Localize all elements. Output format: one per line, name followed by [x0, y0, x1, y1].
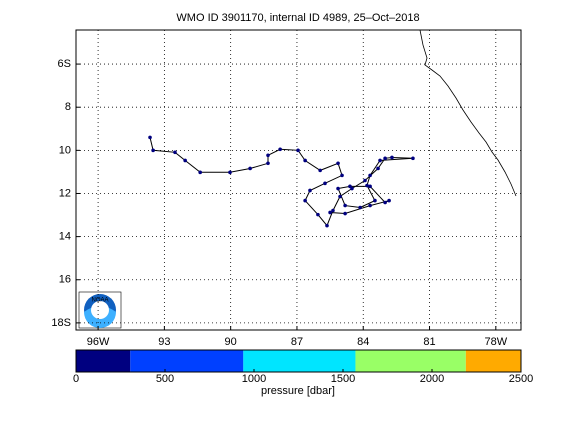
colorbar-tick-label: 1000: [242, 373, 266, 385]
colorbar-segment: [130, 350, 244, 372]
colorbar-label: pressure [dbar]: [261, 385, 335, 397]
colorbar-segment: [243, 350, 356, 372]
track-point: [248, 166, 252, 171]
y-tick-label: 6S: [58, 58, 71, 70]
track-point: [368, 184, 372, 189]
track-point: [296, 148, 300, 153]
colorbar-segment: [355, 350, 466, 372]
track-point: [151, 148, 155, 153]
track-point: [198, 170, 202, 175]
colorbar-tick-label: 1500: [331, 373, 355, 385]
track-point: [373, 198, 377, 203]
track-point: [328, 210, 332, 215]
map-frame: [75, 29, 522, 331]
colorbar-tick-label: 500: [156, 373, 174, 385]
track-point: [316, 212, 320, 217]
track-point: [390, 155, 394, 160]
x-tick-label: 81: [423, 336, 435, 348]
y-tick-label: 14: [59, 231, 71, 243]
x-tick-label: 84: [357, 336, 369, 348]
x-tick-label: 87: [291, 336, 303, 348]
track-point: [378, 158, 382, 163]
track-point: [348, 184, 352, 189]
track-point: [183, 158, 187, 163]
track-point: [358, 205, 362, 210]
colorbar-tick-label: 0: [73, 373, 79, 385]
track-point: [365, 183, 369, 188]
track-point: [148, 135, 152, 140]
y-tick-label: 18S: [51, 317, 71, 329]
y-tick-label: 8: [65, 101, 71, 113]
y-tick-label: 16: [59, 274, 71, 286]
colorbar-tick-label: 2000: [420, 373, 444, 385]
colorbar-segment: [76, 350, 131, 372]
track-point: [266, 161, 270, 166]
track-point: [323, 181, 327, 186]
chart-title: WMO ID 3901170, internal ID 4989, 25–Oct…: [176, 12, 419, 24]
track-point: [368, 203, 372, 208]
track-point: [338, 194, 342, 199]
track-point: [278, 147, 282, 152]
track-point: [303, 198, 307, 203]
track-point: [343, 211, 347, 216]
coastline: [419, 29, 517, 197]
track-point: [318, 168, 322, 173]
track-point: [411, 156, 415, 161]
x-tick-label: 90: [225, 336, 237, 348]
x-tick-label: 78W: [484, 336, 507, 348]
track-point: [325, 223, 329, 228]
map-area: [76, 30, 521, 330]
track-point: [336, 186, 340, 191]
colorbar-segment: [465, 350, 521, 372]
track-point: [336, 161, 340, 166]
track-point: [343, 203, 347, 208]
float-track: [149, 137, 414, 227]
y-tick-label: 10: [59, 144, 71, 156]
track-point: [340, 173, 344, 178]
track-point: [368, 173, 372, 178]
track-point: [383, 200, 387, 205]
x-tick-label: 96W: [87, 336, 110, 348]
track-point: [173, 150, 177, 155]
logo-text: NOAA: [91, 298, 108, 304]
colorbar-frame: [75, 349, 522, 373]
colorbar-tick-label: 2500: [509, 373, 533, 385]
track-point: [228, 170, 232, 175]
track-point: [266, 153, 270, 158]
track-point: [308, 188, 312, 193]
track-point: [363, 178, 367, 183]
x-tick-label: 93: [158, 336, 170, 348]
y-tick-label: 12: [59, 187, 71, 199]
track-point: [331, 208, 335, 213]
track-point: [376, 166, 380, 171]
track-point: [383, 156, 387, 161]
track-point: [387, 198, 391, 203]
track-point: [303, 158, 307, 163]
